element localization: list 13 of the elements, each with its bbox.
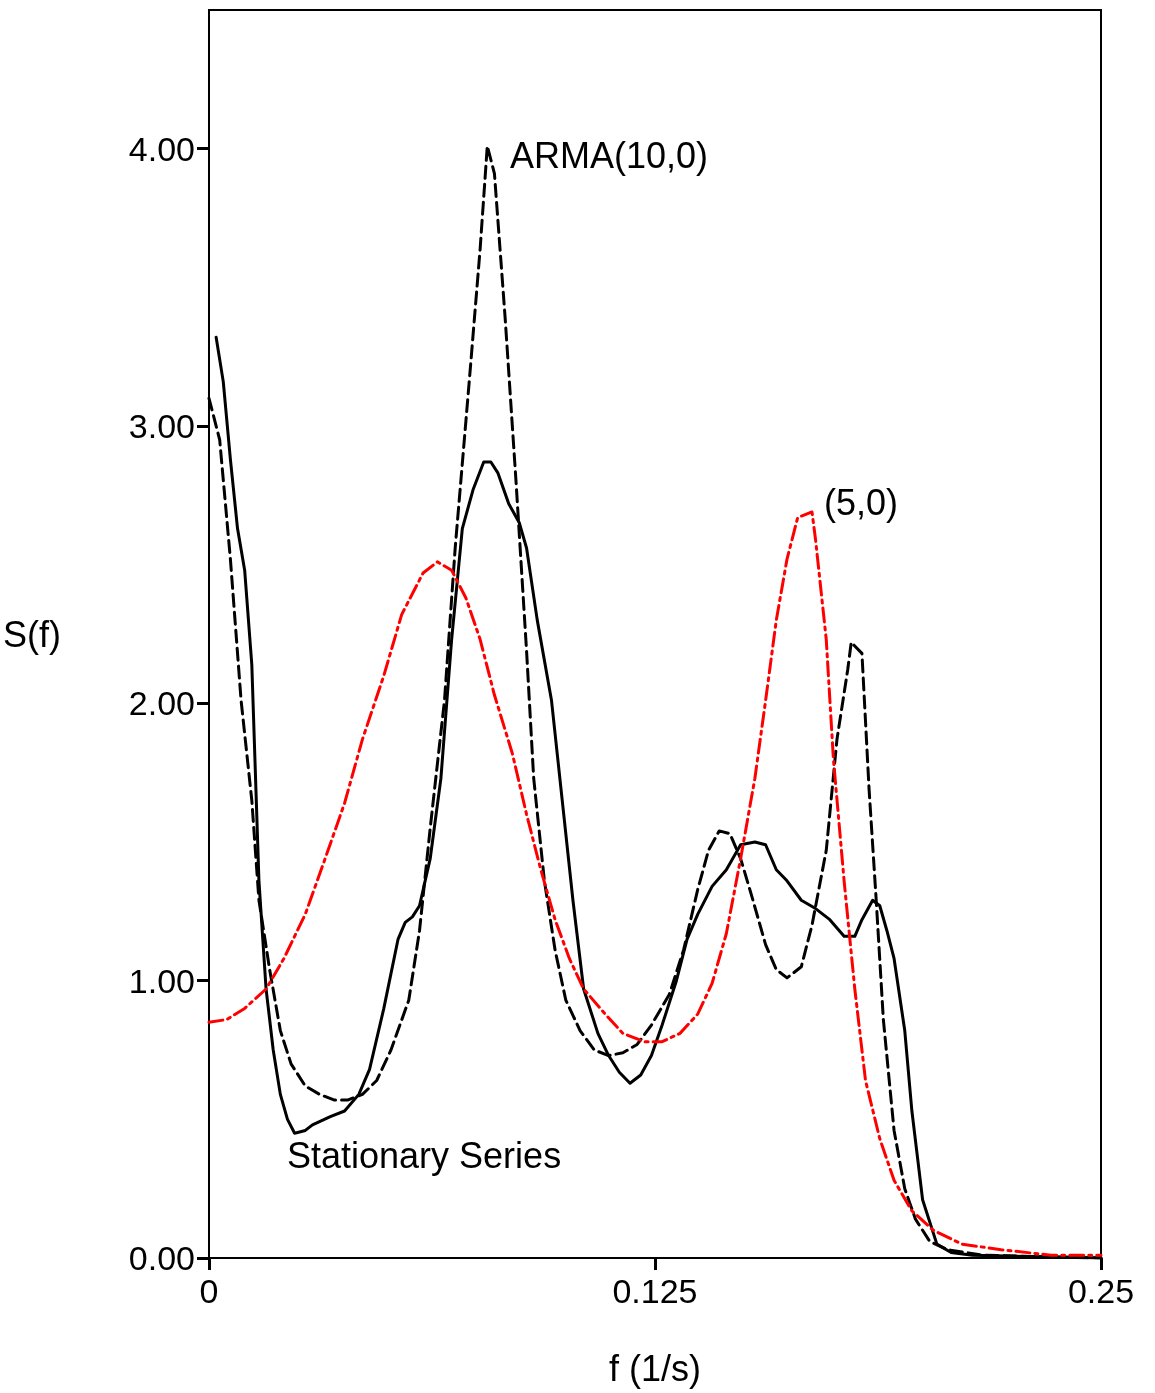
x-tick-label: 0.25	[1067, 1272, 1135, 1310]
x-tick-label: 0	[199, 1272, 219, 1310]
annotation: (5,0)	[824, 481, 899, 523]
y-tick-label: 4.00	[128, 129, 195, 168]
annotation: ARMA(10,0)	[510, 134, 709, 176]
x-axis-title: f (1/s)	[608, 1347, 701, 1389]
y-tick-label: 3.00	[128, 407, 195, 445]
annotation: Stationary Series	[287, 1134, 562, 1176]
x-tick-label: 0.125	[612, 1272, 698, 1310]
y-tick-label: 1.00	[128, 961, 195, 1000]
y-tick-label: 2.00	[128, 684, 195, 723]
y-tick-label: 0.00	[128, 1239, 195, 1277]
y-axis-title: S(f)	[2, 613, 61, 655]
